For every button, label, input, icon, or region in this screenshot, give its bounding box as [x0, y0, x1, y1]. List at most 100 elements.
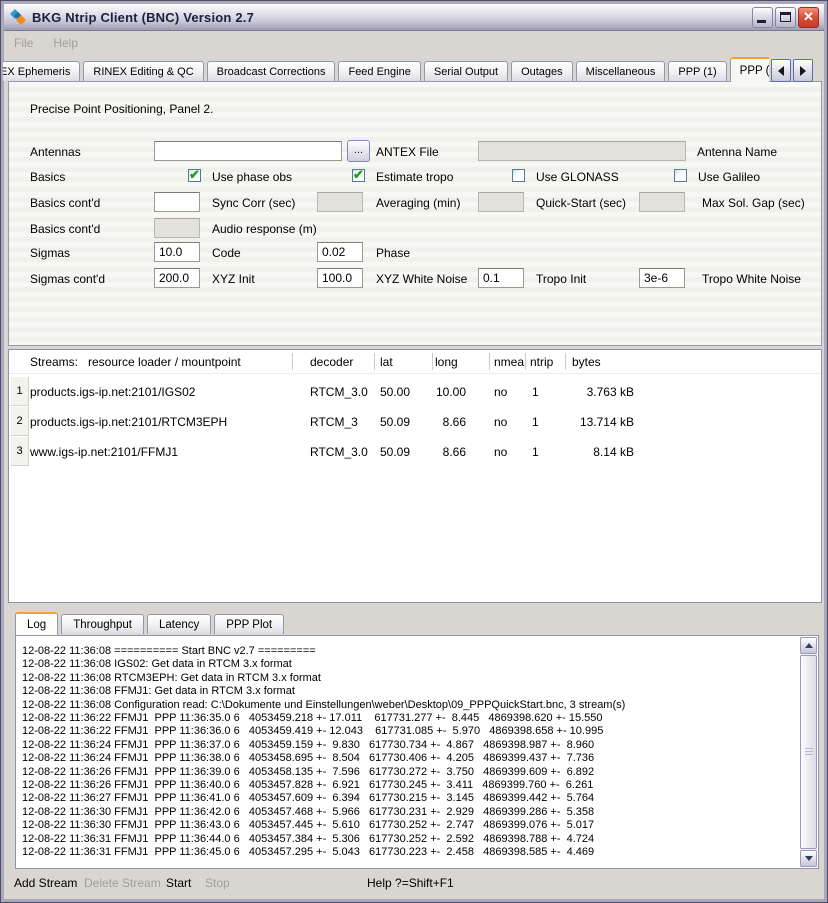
thumb-grip-icon: [805, 748, 813, 756]
xyz-white-noise-input[interactable]: [317, 268, 363, 288]
row-number[interactable]: 2: [11, 407, 29, 436]
sync-corr-label: Sync Corr (sec): [212, 196, 296, 210]
log-line: 12-08-22 11:36:22 FFMJ1 PPP 11:36:35.0 6…: [22, 712, 603, 725]
averaging-input[interactable]: [317, 192, 363, 212]
close-button[interactable]: ✕: [798, 7, 819, 28]
tab-serial-output[interactable]: Serial Output: [423, 61, 509, 81]
xyz-init-input[interactable]: [154, 268, 200, 288]
minimize-button[interactable]: [752, 7, 773, 28]
table-row[interactable]: 2 products.igs-ip.net:2101/RTCM3EPH RTCM…: [9, 407, 821, 437]
app-logo-icon: [10, 9, 26, 25]
col-header-decoder[interactable]: decoder: [310, 355, 354, 369]
basics-label: Basics: [30, 170, 66, 184]
use-galileo-checkbox[interactable]: [674, 169, 687, 182]
cell-bytes: 8.14 kB: [593, 445, 634, 459]
tab-ppp-1[interactable]: PPP (1): [668, 61, 727, 81]
col-header-long[interactable]: long: [435, 355, 458, 369]
use-glonass-checkbox[interactable]: [512, 169, 525, 182]
sigma-code-input[interactable]: [154, 242, 200, 262]
tab-rinex-editing-qc[interactable]: RINEX Editing & QC: [83, 61, 204, 81]
tropo-init-label: Tropo Init: [536, 272, 587, 286]
cell-decoder: RTCM_3: [310, 415, 358, 429]
use-phase-obs-label: Use phase obs: [212, 170, 293, 184]
scroll-up-button[interactable]: [800, 637, 817, 654]
cell-decoder: RTCM_3.0: [310, 445, 368, 459]
tab-outages[interactable]: Outages: [511, 61, 573, 81]
antex-file-label: ANTEX File: [376, 145, 439, 159]
arrow-left-icon: [778, 65, 784, 76]
tab-ppp-plot[interactable]: PPP Plot: [214, 614, 285, 634]
antex-browse-button[interactable]: ...: [347, 140, 370, 162]
tab-ppp-2[interactable]: PPP (2): [729, 57, 769, 82]
estimate-tropo-checkbox[interactable]: [352, 167, 365, 183]
tab-throughput[interactable]: Throughput: [61, 614, 145, 634]
cell-mountpoint: products.igs-ip.net:2101/IGS02: [30, 385, 196, 399]
cell-nmea: no: [494, 445, 508, 459]
menu-help[interactable]: Help: [53, 35, 79, 50]
tropo-init-input[interactable]: [478, 268, 524, 288]
col-header-ntrip[interactable]: ntrip: [530, 355, 554, 369]
log-output[interactable]: 12-08-22 11:36:08 ========== Start BNC v…: [22, 645, 796, 866]
tab-log[interactable]: Log: [15, 612, 59, 635]
scroll-down-button[interactable]: [800, 850, 817, 867]
quick-start-input[interactable]: [478, 192, 524, 212]
table-row[interactable]: 3 www.igs-ip.net:2101/FFMJ1 RTCM_3.0 50.…: [9, 437, 821, 467]
tab-feed-engine[interactable]: Feed Engine: [338, 61, 421, 81]
log-line: 12-08-22 11:36:26 FFMJ1 PPP 11:36:39.0 6…: [22, 765, 595, 778]
tropo-white-noise-label: Tropo White Noise: [702, 272, 801, 286]
basics-contd-label: Basics cont'd: [30, 196, 101, 210]
window-title: BKG Ntrip Client (BNC) Version 2.7: [32, 9, 255, 25]
cell-ntrip: 1: [532, 385, 539, 399]
log-line: 12-08-22 11:36:27 FFMJ1 PPP 11:36:41.0 6…: [22, 792, 595, 805]
cell-nmea: no: [494, 385, 508, 399]
tab-rinex-ephemeris[interactable]: IEX Ephemeris: [3, 61, 81, 81]
log-line: 12-08-22 11:36:08 IGS02: Get data in RTC…: [22, 658, 292, 671]
table-row[interactable]: 1 products.igs-ip.net:2101/IGS02 RTCM_3.…: [9, 377, 821, 407]
cell-mountpoint: products.igs-ip.net:2101/RTCM3EPH: [30, 415, 228, 429]
cell-bytes: 13.714 kB: [579, 415, 634, 429]
cell-lat: 50.09: [379, 445, 410, 459]
log-line: 12-08-22 11:36:22 FFMJ1 PPP 11:36:36.0 6…: [22, 725, 604, 738]
cell-long: 8.66: [442, 415, 466, 429]
log-scrollbar[interactable]: [800, 637, 817, 867]
audio-response-input[interactable]: [154, 218, 200, 238]
scrollbar-thumb[interactable]: [800, 655, 817, 849]
sync-corr-input[interactable]: [154, 192, 200, 212]
use-phase-obs-checkbox[interactable]: [188, 167, 201, 183]
basics-contd2-label: Basics cont'd: [30, 222, 101, 236]
col-header-nmea[interactable]: nmea: [494, 355, 525, 369]
col-header-lat[interactable]: lat: [380, 355, 393, 369]
start-button[interactable]: Start: [166, 876, 192, 890]
tropo-white-noise-input[interactable]: [639, 268, 685, 288]
maximize-button[interactable]: [775, 7, 796, 28]
sigmas-contd-label: Sigmas cont'd: [30, 272, 105, 286]
cell-bytes: 3.763 kB: [586, 385, 634, 399]
tab-broadcast-corrections[interactable]: Broadcast Corrections: [206, 61, 336, 81]
tab-miscellaneous[interactable]: Miscellaneous: [575, 61, 666, 81]
cell-decoder: RTCM_3.0: [310, 385, 368, 399]
tab-latency[interactable]: Latency: [147, 614, 212, 634]
max-sol-gap-input[interactable]: [639, 192, 685, 212]
use-galileo-label: Use Galileo: [698, 170, 761, 184]
delete-stream-button[interactable]: Delete Stream: [84, 876, 161, 890]
col-header-bytes[interactable]: bytes: [572, 355, 601, 369]
title-bar[interactable]: BKG Ntrip Client (BNC) Version 2.7 ✕: [4, 4, 824, 31]
log-line: 12-08-22 11:36:31 FFMJ1 PPP 11:36:45.0 6…: [22, 846, 595, 859]
antenna-name-label: Antenna Name: [697, 145, 778, 159]
sigma-phase-input[interactable]: [317, 242, 363, 262]
sigma-code-label: Code: [212, 246, 241, 260]
cell-mountpoint: www.igs-ip.net:2101/FFMJ1: [30, 445, 179, 459]
add-stream-button[interactable]: Add Stream: [14, 876, 78, 890]
row-number[interactable]: 3: [11, 437, 29, 466]
col-header-mountpoint[interactable]: Streams: resource loader / mountpoint: [30, 355, 241, 369]
maximize-icon: [780, 12, 791, 22]
antennas-input[interactable]: [154, 141, 342, 161]
row-number[interactable]: 1: [11, 377, 29, 406]
menu-file[interactable]: File: [14, 35, 34, 50]
tabs-scroll-right-button[interactable]: [793, 59, 813, 82]
tabs-scroll-left-button[interactable]: [771, 59, 791, 82]
antenna-name-input[interactable]: [478, 141, 686, 161]
footer-bar: Add Stream Delete Stream Start Stop Help…: [4, 867, 824, 899]
stop-button[interactable]: Stop: [205, 876, 230, 890]
